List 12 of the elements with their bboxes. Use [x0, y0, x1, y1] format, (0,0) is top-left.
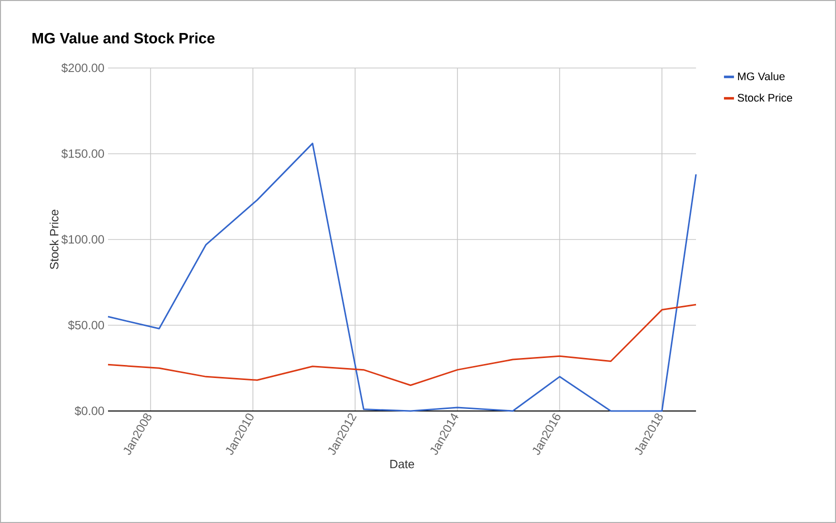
y-axis-title: Stock Price — [50, 210, 58, 270]
legend-label: MG Value — [738, 72, 785, 80]
legend-label: Stock Price — [738, 94, 792, 102]
line-series — [107, 304, 697, 386]
y-tick-label: $200.00 — [61, 63, 104, 73]
x-axis-title: Date — [390, 460, 414, 468]
y-tick-label: $150.00 — [61, 148, 104, 159]
y-tick-label: $0.00 — [74, 406, 104, 416]
y-tick-label: $50.00 — [68, 320, 104, 330]
line-series — [107, 142, 697, 412]
chart-title: MG Value and Stock Price — [32, 32, 215, 44]
y-tick-label: $100.00 — [61, 234, 104, 244]
